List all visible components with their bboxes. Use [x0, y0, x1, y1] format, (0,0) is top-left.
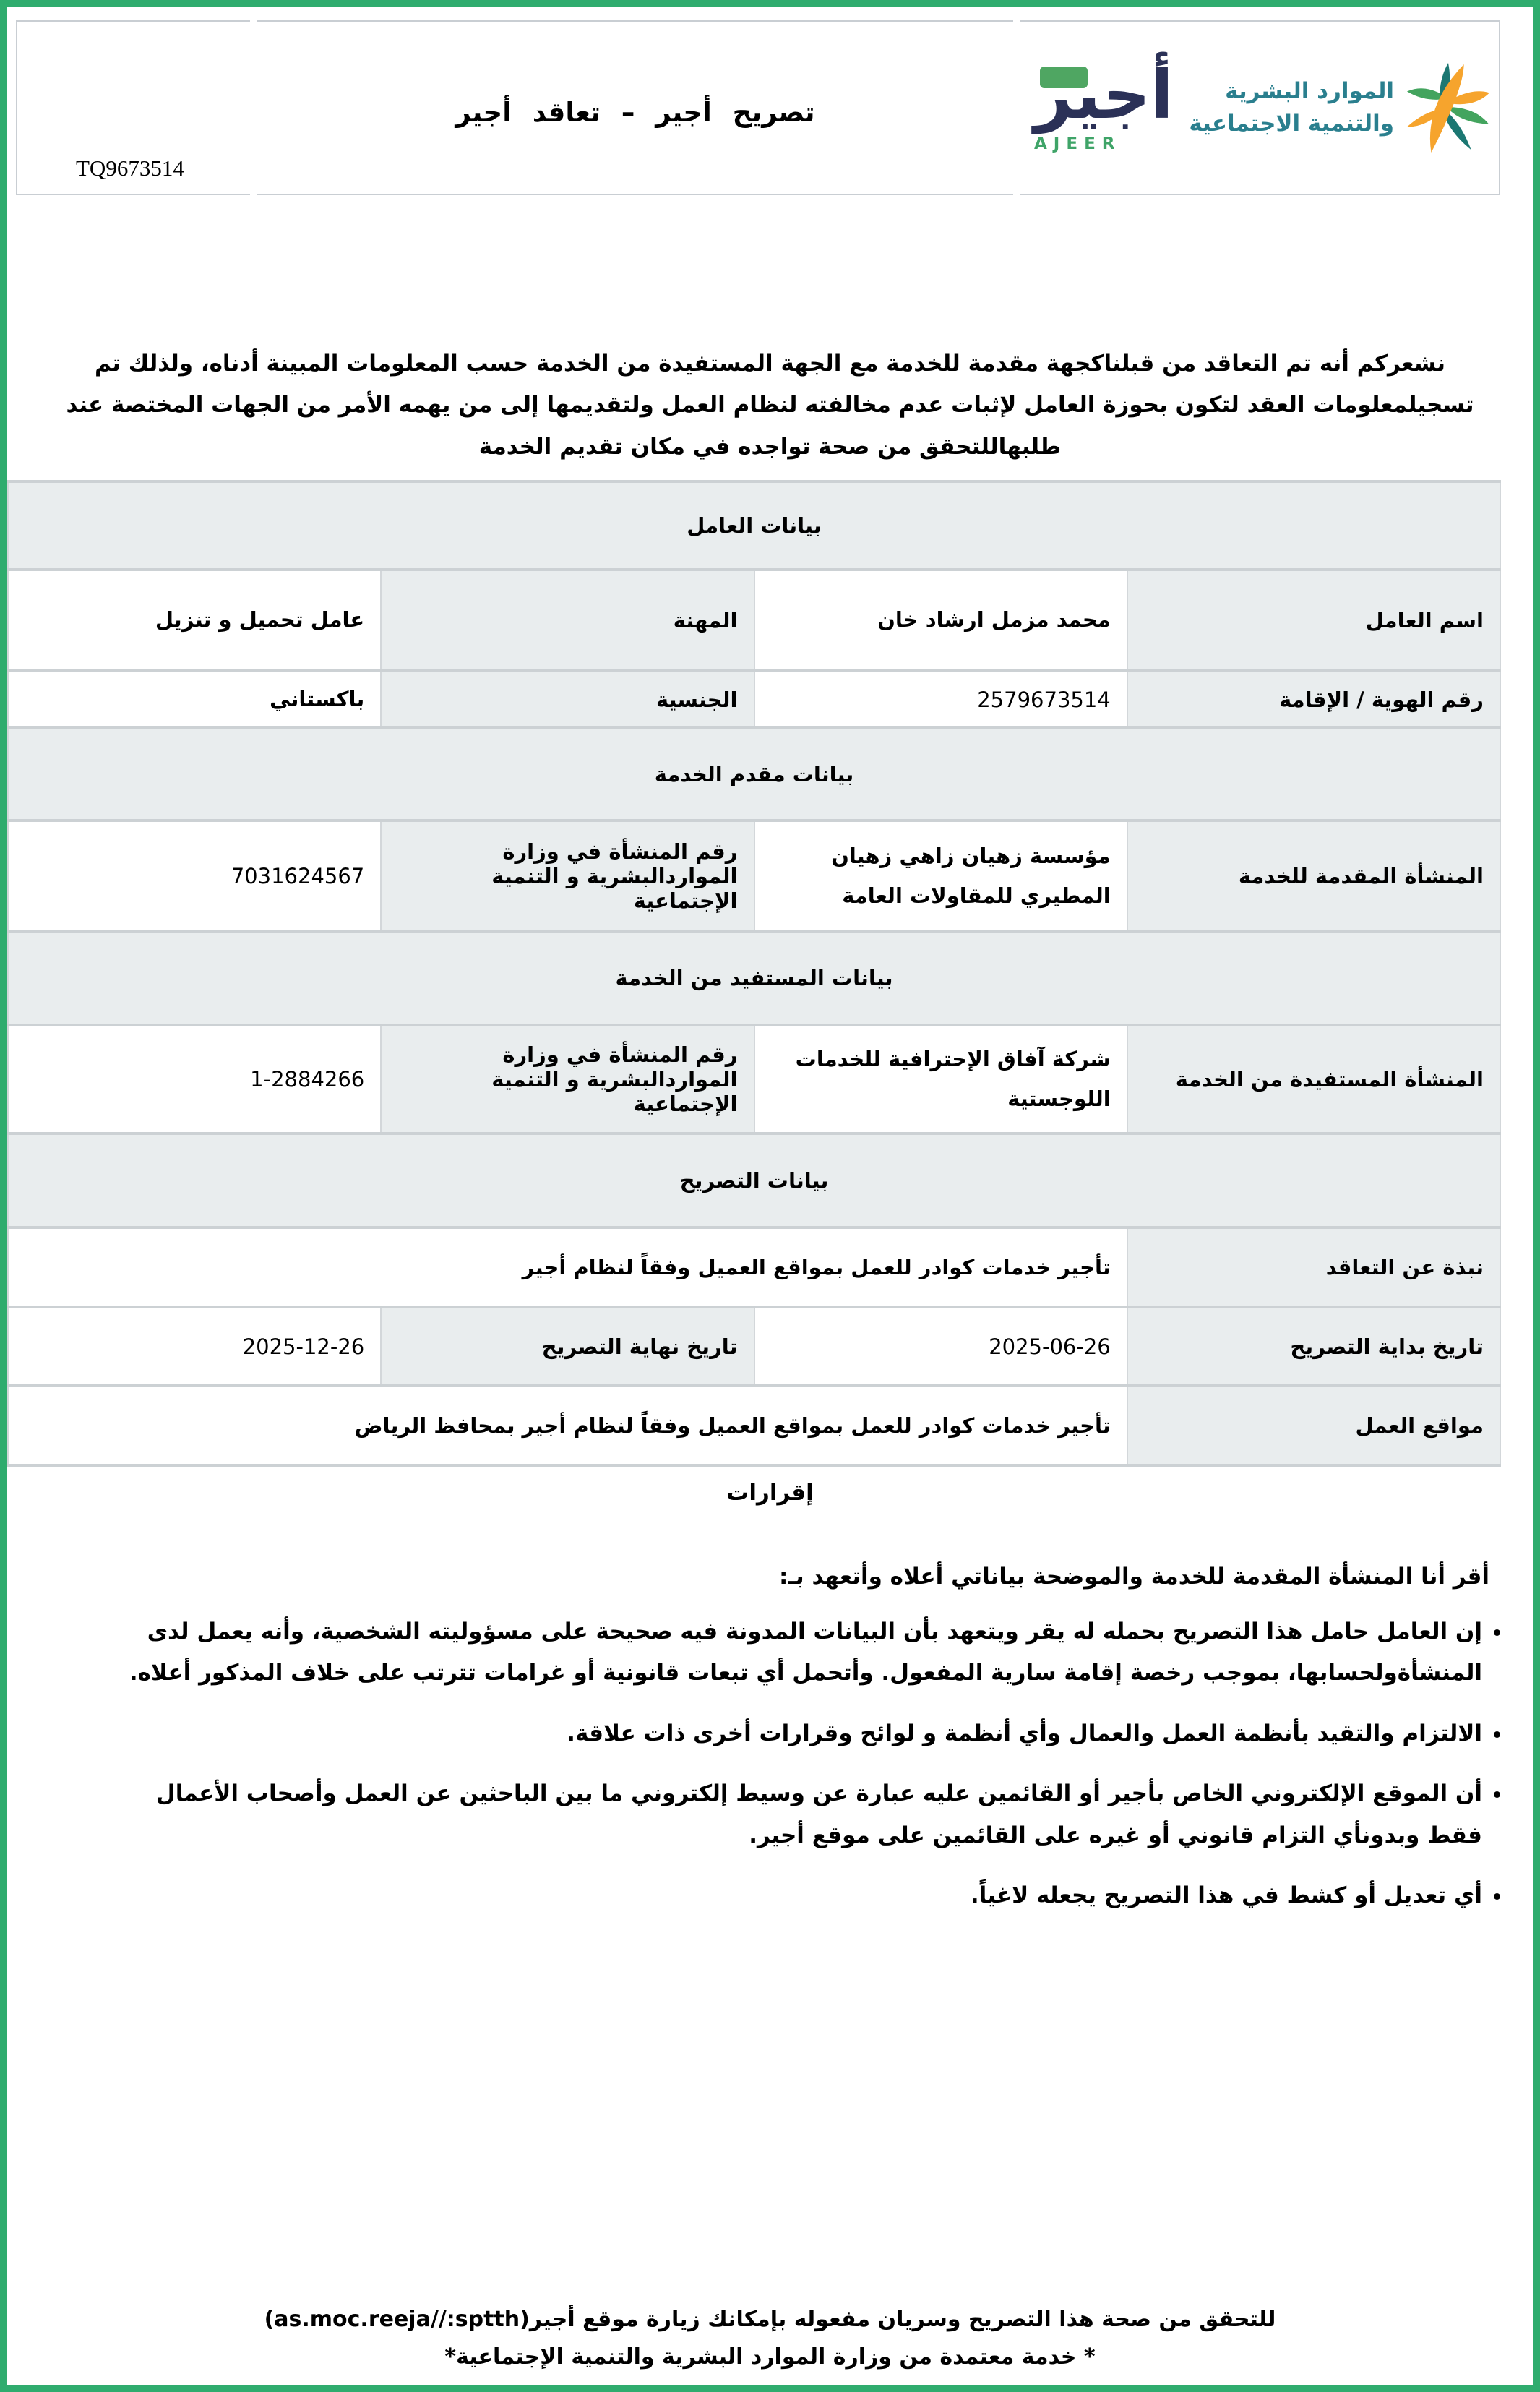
title-cell: تصريح أجير – تعاقد أجير — [257, 20, 1013, 195]
permit-end-value: 2025-12-26 — [7, 1306, 382, 1388]
work-locations-value: تأجير خدمات كوادر للعمل بمواقع العميل وف… — [7, 1384, 1128, 1467]
profession-value: عامل تحميل و تنزيل — [7, 568, 382, 673]
section-header-permit: بيانات التصريح — [7, 1132, 1501, 1230]
ministry-name: الموارد البشرية والتنمية الاجتماعية — [1189, 75, 1394, 140]
beneficiary-number-value: 1-2884266 — [7, 1024, 382, 1136]
provider-number-value: 7031624567 — [7, 819, 382, 933]
document-footer: للتحقق من صحة هذا التصريح وسريان مفعوله … — [7, 2301, 1533, 2376]
section-header-provider: بيانات مقدم الخدمة — [7, 726, 1501, 823]
permit-start-value: 2025-06-26 — [753, 1306, 1128, 1388]
ministry-name-line1: الموارد البشرية — [1225, 78, 1394, 105]
declarations-title: إقرارات — [726, 1480, 814, 1506]
logos-cell: أجير AJEER الموارد البشرية والتنمية الاج… — [1020, 20, 1500, 195]
profession-label: المهنة — [380, 568, 755, 673]
page-title: تصريح أجير – تعاقد أجير — [455, 96, 815, 128]
provider-number-label: رقم المنشأة في وزارة المواردالبشرية و ال… — [380, 819, 755, 933]
approval-note: * خدمة معتمدة من وزارة الموارد البشرية و… — [444, 2344, 1096, 2370]
provider-establishment-value: مؤسسة زهيان زاهي زهيان المطيري للمقاولات… — [753, 819, 1128, 933]
ministry-emblem-icon — [1406, 63, 1490, 153]
declaration-item: أن الموقع الإلكتروني الخاص بأجير أو القا… — [123, 1773, 1482, 1856]
section-header-beneficiary: بيانات المستفيد من الخدمة — [7, 930, 1501, 1027]
permit-number: TQ9673514 — [76, 155, 184, 181]
intro-paragraph: نشعركم أنه تم التعاقد من قبلناكجهة مقدمة… — [66, 351, 1474, 460]
declarations-section: إقرارات أقر أنا المنشأة المقدمة للخدمة و… — [36, 1480, 1504, 1916]
contract-about-label: نبذة عن التعاقد — [1126, 1226, 1502, 1309]
document-header: TQ9673514 تصريح أجير – تعاقد أجير أجير A… — [9, 20, 1507, 195]
beneficiary-establishment-value: شركة آفاق الإحترافية للخدمات اللوجستية — [753, 1024, 1128, 1136]
id-number-label: رقم الهوية / الإقامة — [1126, 669, 1502, 730]
verification-text: للتحقق من صحة هذا التصريح وسريان مفعوله … — [529, 2307, 1276, 2332]
ajeer-logo-arabic: أجير — [1034, 56, 1174, 134]
permit-end-label: تاريخ نهاية التصريح — [380, 1306, 755, 1388]
beneficiary-establishment-label: المنشأة المستفيدة من الخدمة — [1126, 1024, 1502, 1136]
ajeer-logo: أجير AJEER — [1034, 62, 1174, 154]
id-number-value: 2579673514 — [753, 669, 1128, 730]
logos-row: أجير AJEER الموارد البشرية والتنمية الاج… — [1021, 61, 1498, 154]
declaration-item: الالتزام والتقيد بأنظمة العمل والعمال وأ… — [123, 1713, 1482, 1754]
declaration-item: أي تعديل أو كشط في هذا التصريح يجعله لاغ… — [123, 1875, 1482, 1916]
ministry-name-line2: والتنمية الاجتماعية — [1189, 111, 1394, 137]
permit-number-cell: TQ9673514 — [16, 20, 250, 195]
ajeer-logo-green-square — [1040, 67, 1088, 88]
section-header-worker: بيانات العامل — [7, 480, 1501, 572]
nationality-value: باكستاني — [7, 669, 382, 730]
permit-start-label: تاريخ بداية التصريح — [1126, 1306, 1502, 1388]
nationality-label: الجنسية — [380, 669, 755, 730]
work-locations-label: مواقع العمل — [1126, 1384, 1502, 1467]
worker-name-value: محمد مزمل ارشاد خان — [753, 568, 1128, 673]
ministry-logo: الموارد البشرية والتنمية الاجتماعية — [1189, 61, 1491, 154]
provider-establishment-label: المنشأة المقدمة للخدمة — [1126, 819, 1502, 933]
beneficiary-number-label: رقم المنشأة في وزارة المواردالبشرية و ال… — [380, 1024, 755, 1136]
worker-name-label: اسم العامل — [1126, 568, 1502, 673]
permit-data-table: بيانات العامل اسم العامل محمد مزمل ارشاد… — [7, 480, 1502, 1467]
ajeer-logo-wordmark: أجير — [1034, 62, 1174, 129]
ajeer-logo-latin: AJEER — [1034, 134, 1122, 153]
declarations-list: إن العامل حامل هذا التصريح بحمله له يقر … — [36, 1611, 1504, 1916]
verification-note: للتحقق من صحة هذا التصريح وسريان مفعوله … — [7, 2301, 1533, 2339]
contract-about-value: تأجير خدمات كوادر للعمل بمواقع العميل وف… — [7, 1226, 1128, 1309]
verification-url: (as.moc.reeja//:sptth) — [264, 2307, 530, 2332]
declarations-intro: أقر أنا المنشأة المقدمة للخدمة والموضحة … — [779, 1564, 1489, 1590]
declaration-item: إن العامل حامل هذا التصريح بحمله له يقر … — [123, 1611, 1482, 1694]
